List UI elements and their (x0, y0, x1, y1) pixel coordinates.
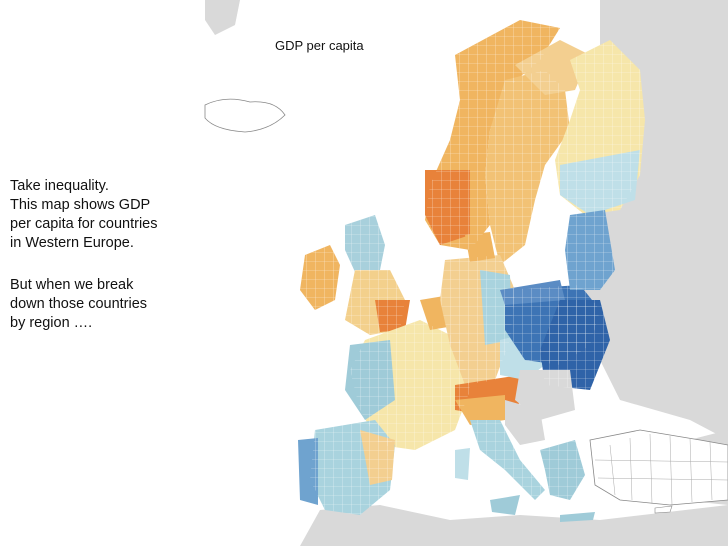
caption-line: Take inequality. (10, 178, 109, 194)
turkey-lines (594, 433, 728, 506)
caption-line: This map shows GDP (10, 197, 151, 213)
greenland-land (205, 0, 240, 35)
balkans-west (505, 400, 545, 445)
region-borders (300, 20, 645, 515)
caption-line: per capita for countries (10, 216, 158, 232)
iceland (204, 98, 286, 133)
italy-north (455, 395, 505, 425)
caption-line: by region …. (10, 315, 93, 331)
north-africa-land (300, 505, 728, 546)
crete (560, 512, 595, 522)
map-title: GDP per capita (275, 38, 364, 53)
caption-line: But when we break (10, 277, 134, 293)
caption-line: down those countries (10, 296, 148, 312)
sicily (490, 495, 520, 515)
turkey (589, 429, 728, 506)
caption-line: in Western Europe. (10, 235, 134, 251)
sardinia (455, 448, 470, 480)
caption-paragraph-1: Take inequality. This map shows GDP per … (10, 177, 205, 253)
cyprus (654, 505, 673, 514)
caption-paragraph-2: But when we break down those countries b… (10, 276, 205, 333)
